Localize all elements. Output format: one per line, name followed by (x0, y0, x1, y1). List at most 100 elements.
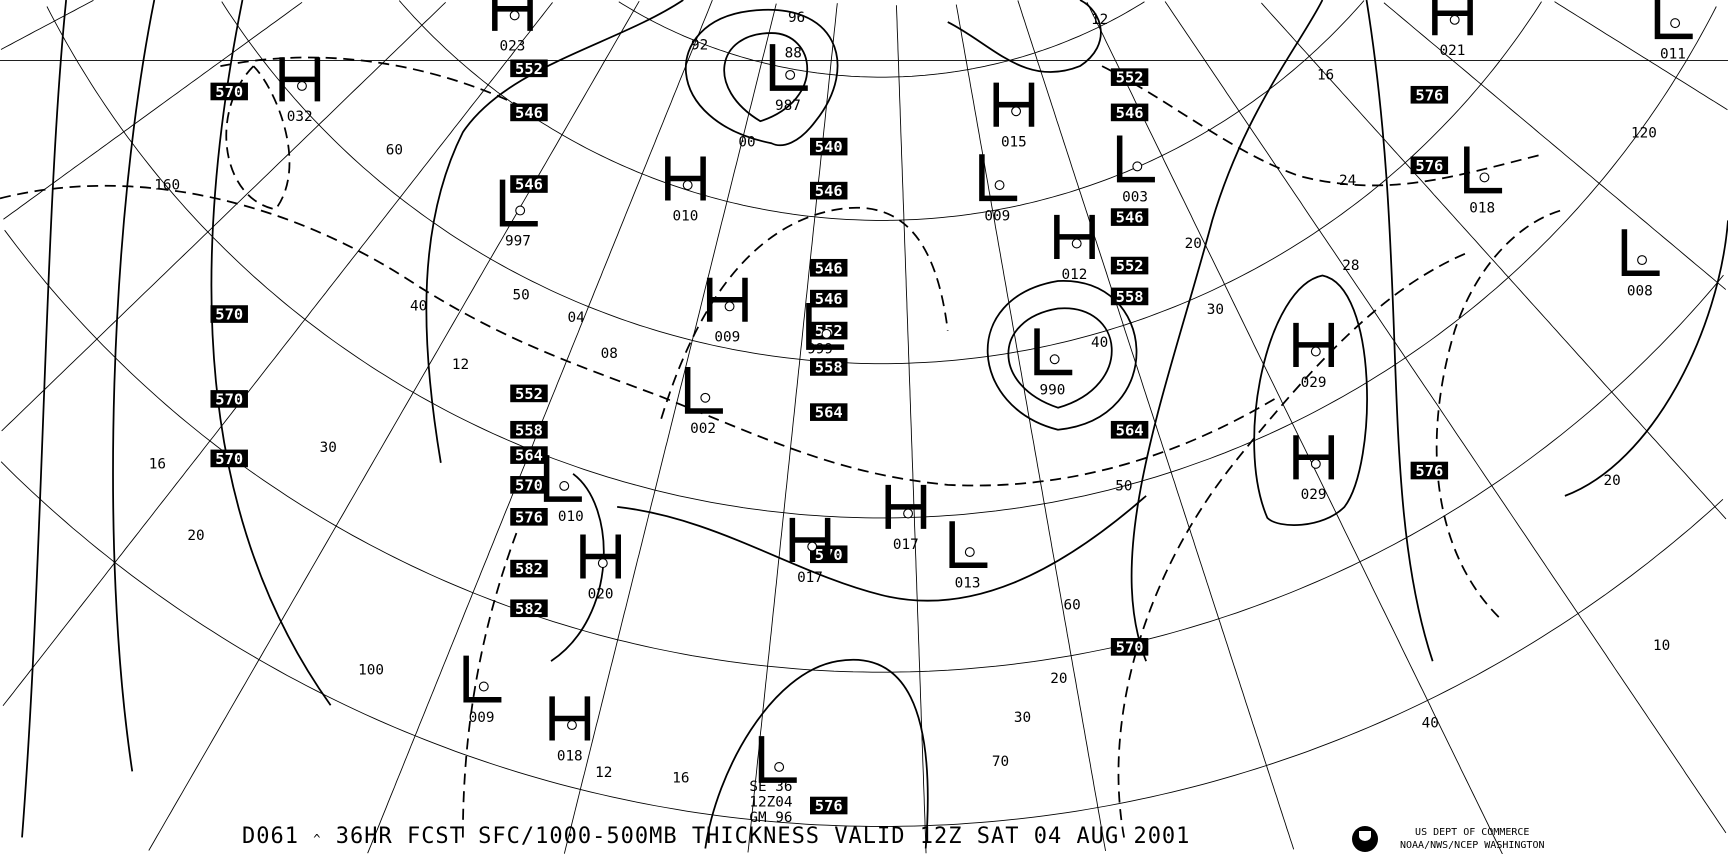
label-value: 546 (815, 259, 843, 277)
meridian-line (1164, 1, 1727, 834)
label-box (510, 175, 548, 193)
low-pressure-center: 999 (806, 303, 845, 358)
high-symbol (1432, 0, 1473, 36)
low-pressure-center: 010 (543, 455, 584, 525)
high-pressure-center: 010 (665, 156, 706, 224)
thickness-contour (1435, 208, 1566, 618)
contour-label: 96 (788, 10, 805, 26)
center-marker-icon (1049, 354, 1060, 365)
thickness-label: 570 (1110, 638, 1149, 656)
label-value: 576 (515, 508, 543, 526)
contour-label: 04 (568, 310, 585, 326)
thickness-label: 576 (1410, 85, 1449, 104)
contour-label: 92 (691, 38, 708, 54)
caret-mark: ^ (313, 832, 322, 846)
label-value: 558 (515, 421, 543, 439)
thickness-label: 558 (810, 358, 848, 376)
label-box (1110, 638, 1149, 656)
center-marker-icon (1449, 14, 1460, 25)
center-marker-icon (1132, 161, 1143, 172)
label-box (810, 137, 848, 156)
central-pressure: 009 (714, 330, 740, 346)
low-pressure-center: 011 (1654, 0, 1693, 62)
thickness-label: 552 (1110, 256, 1149, 275)
high-symbol (706, 277, 748, 322)
thickness-contour (225, 65, 291, 211)
thickness-label: 570 (210, 449, 248, 468)
high-symbol (789, 517, 831, 562)
contour-label: 16 (672, 770, 689, 786)
label-box (210, 449, 248, 468)
center-marker-icon (774, 761, 785, 772)
center-marker-icon (296, 80, 307, 91)
contour-label: 40 (410, 299, 427, 315)
label-box (1110, 103, 1149, 122)
contour-label: 160 (154, 178, 180, 194)
central-pressure: 999 (807, 342, 833, 358)
meridian-line (1, 1, 446, 432)
latitude-arc (221, 1, 1542, 365)
high-symbol (279, 57, 321, 102)
thickness-label: 576 (1410, 156, 1449, 175)
high-pressure-center: 021 (1432, 0, 1473, 59)
isobar (21, 0, 67, 838)
contour-label: 30 (1014, 710, 1031, 726)
meridian-line (1017, 0, 1295, 850)
label-box (810, 258, 848, 277)
isobar (723, 32, 809, 123)
map-caption: D061 ^ 36HR FCST SFC/1000-500MB THICKNES… (242, 824, 1190, 852)
high-symbol (1054, 214, 1095, 259)
central-pressure: 009 (469, 710, 495, 726)
thickness-contour (461, 528, 519, 838)
low-pressure-center (758, 736, 797, 783)
high-symbol (1293, 435, 1335, 480)
thickness-label: 552 (510, 59, 548, 78)
high-symbol (993, 82, 1035, 127)
central-pressure: 020 (588, 586, 614, 602)
thickness-contour (1117, 252, 1467, 838)
label-value: 558 (1116, 288, 1144, 306)
label-value: 576 (815, 797, 843, 815)
label-value: 546 (815, 290, 843, 308)
thickness-label: 576 (810, 796, 848, 815)
label-box (810, 796, 848, 815)
low-symbol (1116, 135, 1155, 183)
low-pressure-center: 987 (769, 44, 808, 114)
low-symbol (1654, 0, 1693, 40)
latitude-arc (0, 461, 1724, 827)
label-box (510, 384, 548, 403)
thickness-label: 552 (510, 384, 548, 403)
label-value: 582 (515, 600, 543, 618)
pressure-centers: 0329970239870100099990020150090030129900… (279, 0, 1693, 783)
chart-title: 36HR FCST SFC/1000-500MB THICKNESS VALID… (335, 824, 1191, 849)
thickness-label: 570 (210, 305, 248, 324)
label-value: 552 (1116, 69, 1144, 87)
isobar (1253, 274, 1368, 527)
label-box (510, 446, 548, 464)
agency-block: US DEPT OF COMMERCE NOAA/NWS/NCEP WASHIN… (1400, 826, 1545, 852)
center-marker-icon (682, 180, 693, 191)
label-value: 546 (815, 182, 843, 200)
contour-label: 100 (358, 662, 384, 678)
central-pressure: 013 (955, 575, 981, 591)
high-pressure-center: 032 (279, 57, 321, 125)
label-box (210, 82, 248, 101)
contour-label: 50 (512, 288, 529, 304)
high-pressure-center: 017 (885, 484, 927, 553)
label-value: 570 (515, 476, 543, 494)
contour-label: 00 (738, 135, 755, 151)
center-marker-icon (994, 180, 1005, 191)
label-value: 546 (1116, 209, 1144, 227)
label-box (210, 305, 248, 323)
central-pressure: 997 (505, 234, 531, 250)
low-pressure-center: 013 (949, 521, 988, 591)
low-pressure-center: 002 (684, 366, 723, 437)
label-value: 552 (1116, 257, 1144, 275)
thickness-label: 558 (1110, 287, 1149, 306)
label-box (210, 390, 248, 408)
thickness-contour (660, 206, 949, 419)
high-pressure-center: 009 (706, 277, 748, 346)
low-symbol (758, 736, 797, 783)
isobar (112, 0, 156, 772)
